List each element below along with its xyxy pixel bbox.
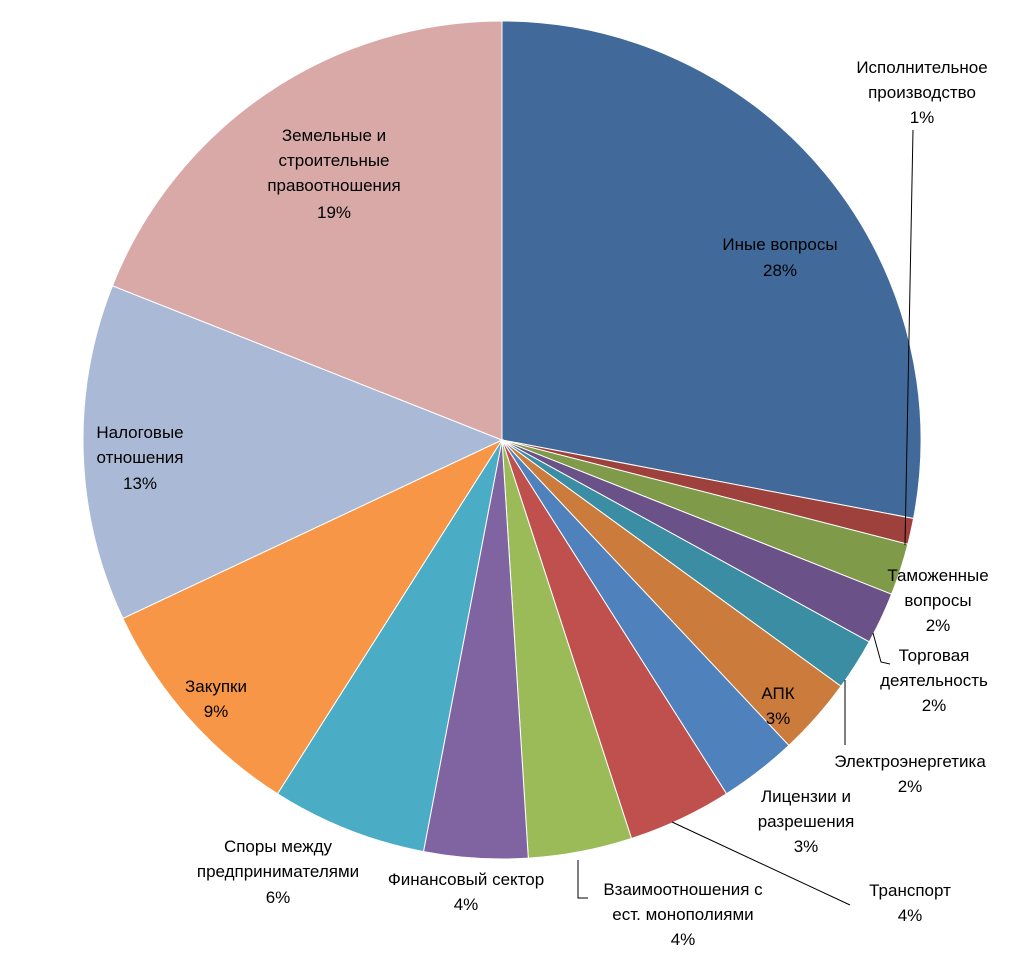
pie-slice-12 [122, 438, 504, 795]
slice-pct-label-11: 6% [266, 888, 291, 907]
slice-label-6: АПК [761, 684, 794, 703]
slice-label-13: Налоговые отношения [96, 423, 183, 467]
slice-pct-label-10: 4% [454, 895, 479, 914]
pie-slice-14 [111, 20, 503, 441]
slice-pct-label-12: 9% [204, 702, 229, 721]
leader-line-monopolies [577, 860, 588, 899]
slice-pct-label-3: 2% [926, 616, 951, 635]
leader-lines [577, 129, 914, 906]
slice-label-1: Иные вопросы [722, 235, 837, 254]
slice-label-8: Транспорт [869, 881, 951, 900]
slice-label-11: Споры между предпринимателями [197, 837, 359, 881]
pie-slice-13 [82, 285, 504, 620]
slice-label-4: Торговая деятельность [880, 646, 988, 690]
leader-line-transport [671, 821, 851, 906]
pie-slice-1 [501, 20, 922, 520]
slice-pct-label-5: 2% [898, 777, 923, 796]
slice-label-14: Земельные и строительные правоотношения [267, 126, 400, 195]
slice-label-5: Электроэнергетика [834, 752, 986, 771]
slice-pct-label-8: 4% [898, 906, 923, 925]
slice-pct-label-2: 1% [910, 108, 935, 127]
slice-pct-label-9: 4% [671, 930, 696, 949]
slice-label-10: Финансовый сектор [388, 870, 544, 889]
slice-pct-label-4: 2% [922, 696, 947, 715]
slice-pct-label-6: 3% [766, 709, 791, 728]
slice-labels: Иные вопросы 28% Исполнительное производств… [96, 58, 988, 949]
slice-pct-label-13: 13% [123, 474, 157, 493]
slice-pct-label-1: 28% [763, 261, 797, 280]
pie-slices [82, 20, 922, 860]
slice-label-12: Закупки [185, 677, 247, 696]
leader-line-trade [872, 632, 891, 665]
leader-line-enforcement [904, 129, 914, 546]
slice-label-7: Лицензии и разрешения [758, 787, 855, 831]
slice-label-3: Таможенные вопросы [887, 566, 988, 610]
pie-slice-11 [276, 439, 503, 853]
slice-pct-label-14: 19% [317, 203, 351, 222]
slice-pct-label-7: 3% [794, 837, 819, 856]
slice-label-2: Исполнительное производство [856, 58, 987, 102]
slice-label-9: Взаимоотношения с ест. монополиями [603, 880, 763, 924]
